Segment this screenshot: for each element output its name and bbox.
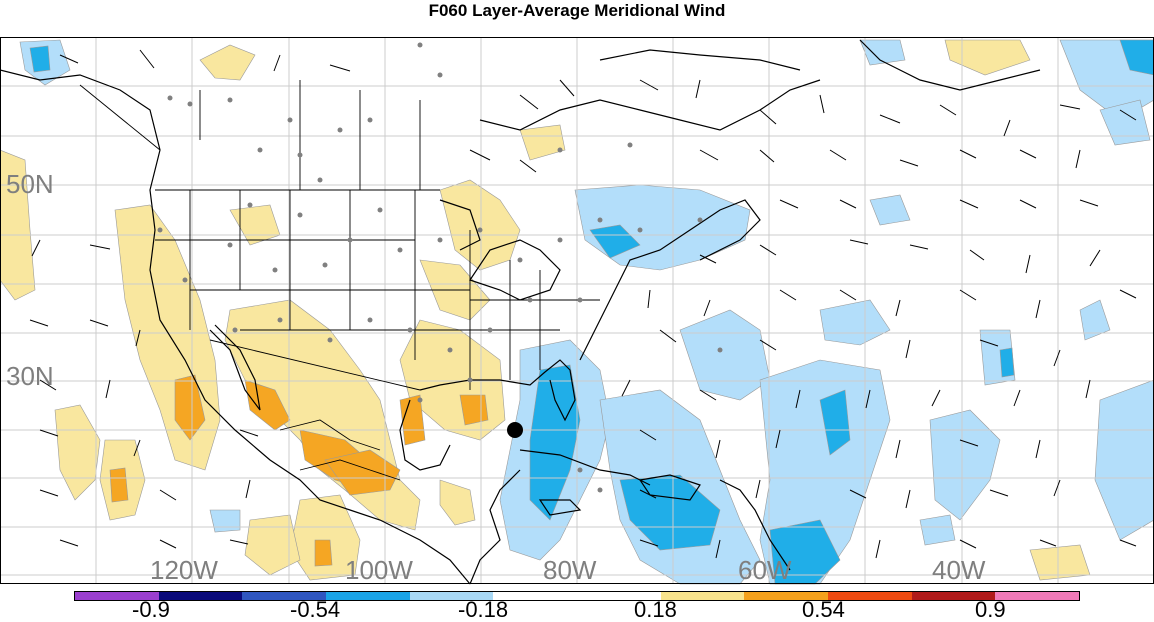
colorbar-segment [326,591,410,601]
colorbar-label-0-54: 0.54 [802,597,845,622]
colorbar-segment [744,591,829,601]
colorbar-segment [493,591,578,601]
colorbar-segment [660,591,745,601]
lon-label-60w: 60W [738,555,792,585]
colorbar-segment [911,591,996,601]
colorbar-segment [577,591,661,601]
colorbar-segment [828,591,912,601]
colorbar-segment [409,591,494,601]
colorbar-label-neg-0-18: -0.18 [458,597,509,622]
station-dots [157,42,723,493]
negative-wind-strong-shading [29,39,1154,585]
colorbar-label-0-9: 0.9 [975,597,1006,622]
wind-barbs [29,49,1137,559]
lon-label-40w: 40W [932,555,986,585]
lat-label-30n: 30N [6,361,54,391]
lon-label-100w: 100W [345,555,413,585]
colorbar-segment [74,591,159,601]
coastlines [0,39,1041,585]
chart-title: F060 Layer-Average Meridional Wind [428,1,726,20]
colorbar-label-neg-0-9: -0.9 [132,597,170,622]
colorbar-segment [242,591,327,601]
colorbar-label-0-18: 0.18 [634,597,677,622]
colorbar-segment [995,591,1081,601]
political-borders [79,80,600,481]
colorbar-label-neg-0-54: -0.54 [290,597,341,622]
lat-label-50n: 50N [6,169,54,199]
lon-label-80w: 80W [543,555,597,585]
colorbar-segment [158,591,243,601]
graticule [0,37,1154,584]
storm-center-marker [507,422,523,438]
map-frame [0,37,1154,585]
lon-label-120w: 120W [150,555,218,585]
colorbar [74,591,1081,601]
